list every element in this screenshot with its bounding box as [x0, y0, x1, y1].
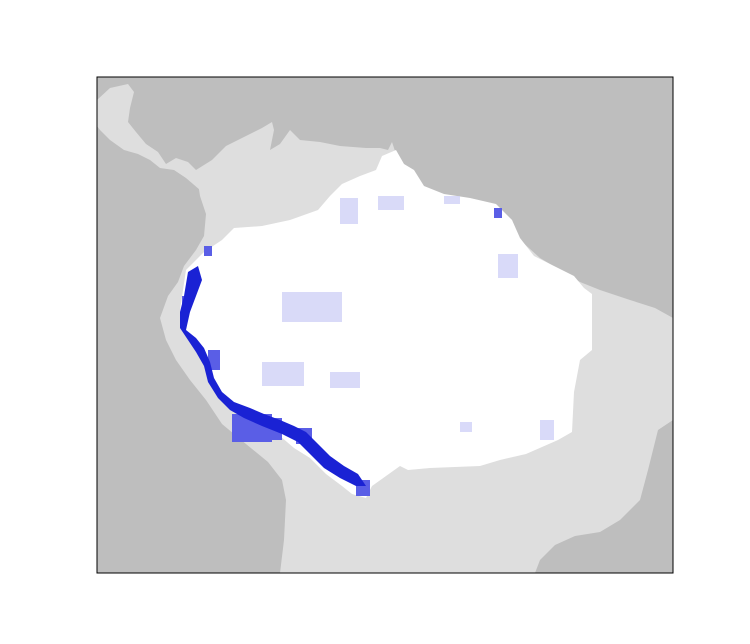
high-intensity-cells — [180, 266, 366, 486]
land-central-america — [97, 84, 204, 190]
low-intensity-cells — [262, 196, 554, 440]
map-border — [96, 76, 674, 574]
study-region — [180, 150, 592, 498]
